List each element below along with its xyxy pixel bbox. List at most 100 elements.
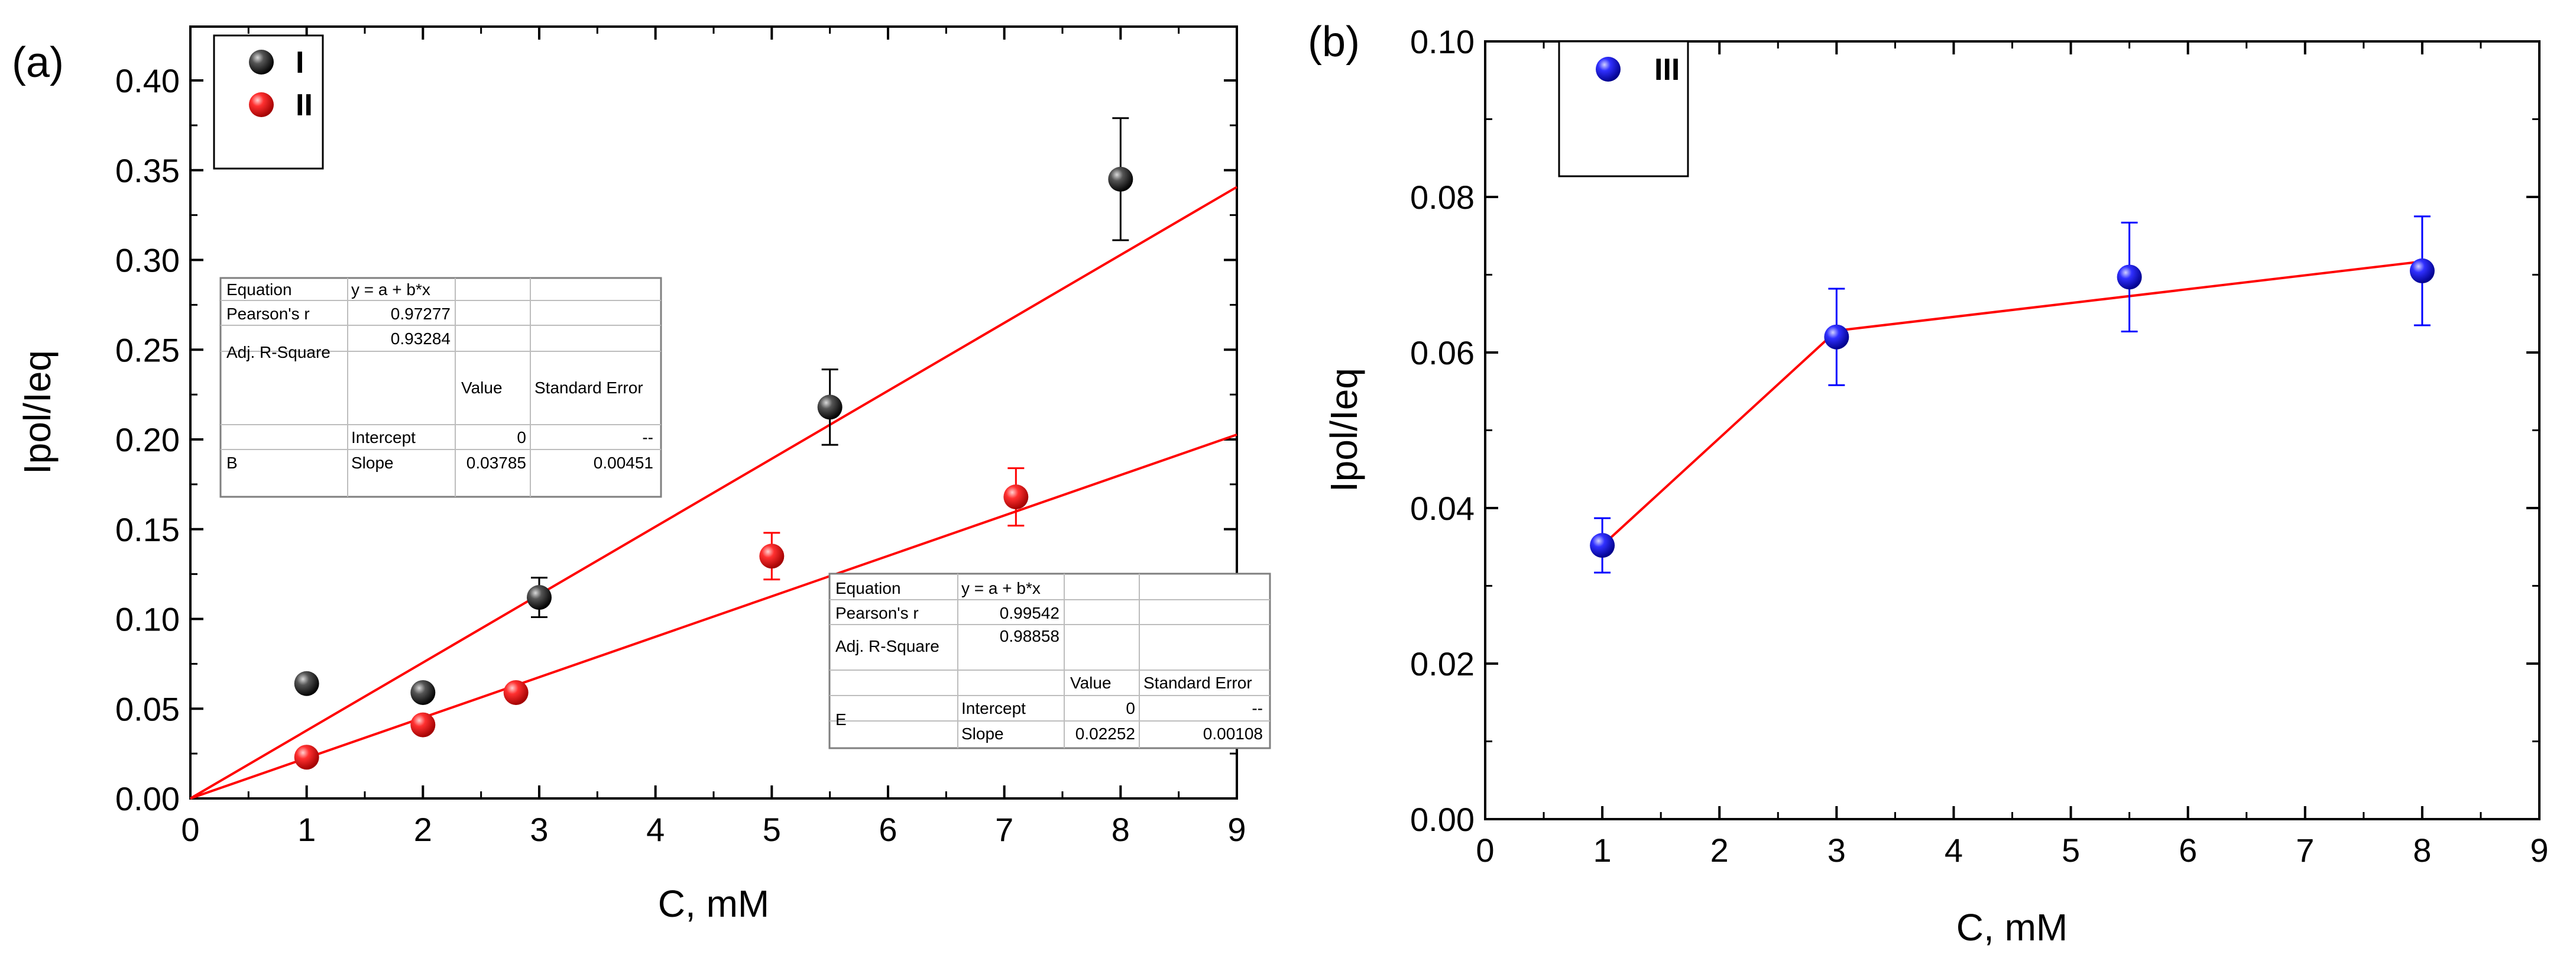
legend-marker-i [249,50,274,75]
fit-table-1-cell: 0.97277 [391,305,451,323]
fit-line-i [189,186,1238,800]
x-tick-label: 0 [1476,832,1494,869]
panel-b-axes: 0 1 2 3 4 5 6 7 8 9 0.00 0.02 0.04 0.06 0.08 0.10 [1410,23,2549,869]
fit-table-2-cell: Pearson's r [835,604,919,622]
fit-table-2-cell: 0.99542 [1000,604,1059,622]
x-tick-label: 6 [879,811,897,848]
fit-table-1-cell: B [226,454,238,472]
x-tick-label: 5 [763,811,781,848]
y-tick-label: 0.30 [115,242,180,279]
fit-table-1-cell: 0.00451 [594,454,653,472]
data-point-i [527,585,552,610]
fit-table-1-cell: 0 [517,428,526,447]
legend-label-ii: II [296,88,313,122]
data-point-iii [2117,264,2142,290]
data-point-ii [294,745,319,770]
x-tick-label: 9 [1227,811,1246,848]
fit-table-2-cell: Slope [961,725,1004,743]
legend-marker-ii [249,92,274,117]
data-point-i [410,680,436,705]
fit-table-2-cell: 0 [1126,699,1135,717]
x-tick-label: 7 [2296,832,2314,869]
y-tick-label: 0.10 [115,601,180,638]
x-tick-label: 8 [2413,832,2431,869]
y-tick-label: 0.35 [115,152,180,189]
fit-table-2-cell: E [835,710,847,729]
fit-table-1-cell: Slope [351,454,394,472]
fit-table-2-cell: 0.02252 [1075,725,1135,743]
panel-a-chart: (a) 0 1 2 3 4 5 6 7 8 9 0.00 0.05 0.10 0.15 0.20 0.25 0.… [12,25,1271,925]
fit-table-2-cell: Value [1070,674,1112,692]
x-tick-label: 6 [2179,832,2197,869]
fit-table-1-cell: 0.03785 [466,454,526,472]
data-point-ii [410,712,436,738]
data-point-i [294,671,319,696]
fit-table-series-ii: Equation y = a + b*x Pearson's r 0.99542… [828,573,1271,749]
y-tick-label: 0.15 [115,511,180,548]
data-point-iii [2409,258,2435,283]
x-tick-label: 0 [181,811,199,848]
panel-b-chart: (b) 0 1 2 3 4 5 6 7 8 9 0.00 0.02 0.04 0.06 0.08 0.10 C… [1308,18,2549,949]
fit-table-2-cell: y = a + b*x [961,579,1041,597]
x-tick-label: 2 [1710,832,1729,869]
legend-label-iii: III [1654,53,1680,87]
y-tick-label: 0.00 [115,780,180,817]
fit-table-2-cell: Standard Error [1143,674,1252,692]
data-point-ii [1003,484,1029,510]
y-tick-label: 0.10 [1410,23,1475,60]
x-tick-label: 8 [1112,811,1130,848]
panel-b-y-axis-title: Ipol/Ieq [1323,368,1365,492]
y-tick-label: 0.25 [115,331,180,368]
panel-a-x-axis-title: C, mM [658,882,769,925]
fit-table-1-cell: -- [642,428,653,447]
panel-b-label: (b) [1308,18,1360,66]
panel-a-fit-lines [189,186,1238,800]
y-tick-label: 0.20 [115,421,180,458]
y-tick-label: 0.02 [1410,645,1475,683]
x-tick-label: 7 [995,811,1013,848]
panel-b-error-bars [1594,215,2431,574]
fit-table-1-cell: Standard Error [534,379,643,397]
legend-label-i: I [296,46,304,80]
panel-b-x-axis-title: C, mM [1956,906,2068,949]
panel-a-y-axis-title: Ipol/Ieq [16,350,59,474]
fit-table-1-cell: Adj. R-Square [226,343,330,361]
y-tick-label: 0.08 [1410,179,1475,216]
x-tick-label: 5 [2062,832,2080,869]
fit-table-2-cell: 0.00108 [1203,725,1263,743]
panel-b-markers [1590,258,2435,558]
y-tick-label: 0.06 [1410,334,1475,371]
fit-table-2-cell: -- [1252,699,1263,717]
x-tick-label: 4 [646,811,665,848]
fit-table-1-cell: 0.93284 [391,329,451,348]
data-point-i [817,394,843,420]
x-tick-label: 3 [1827,832,1846,869]
x-tick-label: 3 [530,811,548,848]
fit-table-2-cell: Intercept [961,699,1026,717]
y-tick-label: 0.04 [1410,490,1475,527]
y-tick-label: 0.40 [115,62,180,99]
fit-table-1-cell: Equation [226,280,292,299]
data-point-iii [1590,533,1615,558]
panel-b-fit-line [1601,260,2423,546]
panel-a-legend: I II [213,34,324,170]
panel-a-markers [294,166,1133,770]
y-tick-label: 0.05 [115,690,180,727]
data-point-iii [1824,324,1849,350]
fit-table-1-cell: y = a + b*x [351,280,430,299]
x-tick-label: 1 [1593,832,1612,869]
legend-marker-iii [1596,57,1621,82]
x-tick-label: 4 [1945,832,1963,869]
panel-a-label: (a) [12,39,64,86]
fit-line-ii [190,434,1237,800]
fit-table-2-cell: 0.98858 [1000,627,1059,645]
panel-a-axes: 0 1 2 3 4 5 6 7 8 9 0.00 0.05 0.10 0.15 0.20 0.25 0.30 0.… [115,27,1246,848]
fit-line-iii [1601,260,2423,546]
fit-table-2-cell: Adj. R-Square [835,637,939,655]
fit-table-1-cell: Pearson's r [226,305,310,323]
data-point-ii [503,680,529,705]
data-point-ii [759,544,785,569]
panel-b-legend: III [1558,40,1689,177]
